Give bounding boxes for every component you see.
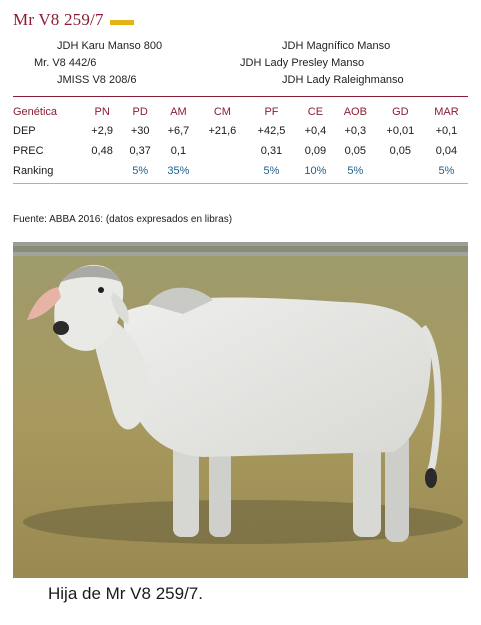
table-cell: 10% xyxy=(296,161,335,181)
table-cell: 5% xyxy=(121,161,159,181)
row-label: DEP xyxy=(13,121,83,141)
title-accent-bar xyxy=(110,20,134,25)
table-cell: +42,5 xyxy=(247,121,296,141)
pedigree-sire: Mr. V8 442/6 xyxy=(34,57,96,69)
page-title: Mr V8 259/7 xyxy=(13,10,134,30)
pedigree-sire-sire: JDH Karu Manso 800 xyxy=(57,40,162,52)
table-cell: +30 xyxy=(121,121,159,141)
table-cell: 0,37 xyxy=(121,141,159,161)
table-cell: 0,09 xyxy=(296,141,335,161)
photo-caption: Hija de Mr V8 259/7. xyxy=(48,584,203,604)
table-cell xyxy=(198,141,247,161)
table-cell: +21,6 xyxy=(198,121,247,141)
pedigree-dam: JDH Lady Presley Manso xyxy=(240,57,364,69)
epd-table: Genética PN PD AM CM PF CE AOB GD MAR DE… xyxy=(13,103,468,181)
row-label: PREC xyxy=(13,141,83,161)
table-row-prec: PREC 0,48 0,37 0,1 0,31 0,09 0,05 0,05 0… xyxy=(13,141,468,161)
row-label: Ranking xyxy=(13,161,83,181)
cow-photo xyxy=(13,242,468,578)
table-cell: 0,05 xyxy=(376,141,425,161)
table-bottom-rule xyxy=(13,183,468,184)
table-cell: 0,05 xyxy=(335,141,376,161)
table-cell xyxy=(198,161,247,181)
epd-header-row: Genética PN PD AM CM PF CE AOB GD MAR xyxy=(13,103,468,121)
pedigree-dam-dam: JDH Lady Raleighmanso xyxy=(282,74,404,86)
table-cell: 5% xyxy=(247,161,296,181)
table-cell: 0,04 xyxy=(425,141,468,161)
epd-col-am: AM xyxy=(159,103,198,121)
pedigree-dam-sire: JDH Magnífico Manso xyxy=(282,40,390,52)
table-cell: +0,4 xyxy=(296,121,335,141)
table-row-dep: DEP +2,9 +30 +6,7 +21,6 +42,5 +0,4 +0,3 … xyxy=(13,121,468,141)
table-cell: 35% xyxy=(159,161,198,181)
table-cell: 5% xyxy=(335,161,376,181)
pedigree-sire-dam: JMISS V8 208/6 xyxy=(57,74,137,86)
epd-col-ce: CE xyxy=(296,103,335,121)
epd-col-pn: PN xyxy=(83,103,121,121)
table-cell: +6,7 xyxy=(159,121,198,141)
table-cell: +0,1 xyxy=(425,121,468,141)
epd-col-aob: AOB xyxy=(335,103,376,121)
table-cell: 0,31 xyxy=(247,141,296,161)
epd-row-header: Genética xyxy=(13,103,83,121)
table-cell: +2,9 xyxy=(83,121,121,141)
epd-col-pf: PF xyxy=(247,103,296,121)
table-cell xyxy=(83,161,121,181)
source-note: Fuente: ABBA 2016: (datos expresados en … xyxy=(13,214,232,225)
epd-col-cm: CM xyxy=(198,103,247,121)
table-cell: 5% xyxy=(425,161,468,181)
table-cell: 0,48 xyxy=(83,141,121,161)
epd-col-mar: MAR xyxy=(425,103,468,121)
table-row-ranking: Ranking 5% 35% 5% 10% 5% 5% xyxy=(13,161,468,181)
table-top-rule xyxy=(13,96,468,97)
epd-col-pd: PD xyxy=(121,103,159,121)
table-cell xyxy=(376,161,425,181)
table-cell: 0,1 xyxy=(159,141,198,161)
epd-col-gd: GD xyxy=(376,103,425,121)
table-cell: +0,01 xyxy=(376,121,425,141)
table-cell: +0,3 xyxy=(335,121,376,141)
